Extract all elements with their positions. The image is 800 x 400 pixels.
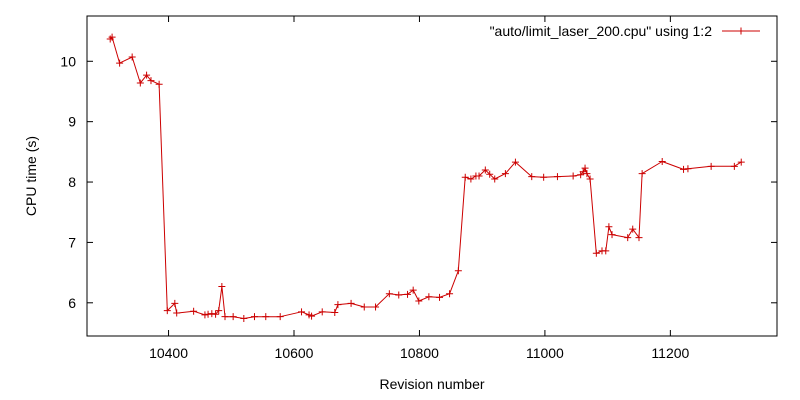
data-point [635,234,643,242]
data-point [171,299,179,307]
y-tick-label: 6 [68,295,76,311]
data-point [680,165,688,173]
data-point [454,267,462,275]
data-point [229,313,237,321]
data-point [331,308,339,316]
data-point [212,310,220,318]
x-tick-label: 11200 [651,345,689,361]
data-point [475,172,483,180]
x-axis-label: Revision number [379,376,484,392]
data-point [638,170,646,178]
data-point [569,172,577,180]
data-point [262,313,270,321]
data-point [583,170,591,178]
x-tick-label: 11000 [526,345,564,361]
legend-entry-label: "auto/limit_laser_200.cpu" using 1:2 [490,23,713,39]
data-point [347,299,355,307]
data-point [204,310,212,318]
data-point [308,312,316,320]
ticks-layer: 10400 10600 10800 11000 11200 6 7 8 9 10 [60,16,777,361]
data-point [461,173,469,181]
data-point [163,307,171,315]
data-point [624,234,632,242]
data-point [208,310,216,318]
data-point [334,301,342,309]
data-point [446,290,454,298]
x-tick-label: 10400 [149,345,188,361]
plot-frame [86,15,778,337]
data-point [415,297,423,305]
data-point [215,307,223,315]
data-point [201,311,209,319]
data-point [501,170,509,178]
legend: "auto/limit_laser_200.cpu" using 1:2 [490,23,760,39]
data-point [486,170,494,178]
data-point [360,303,368,311]
data-point [106,35,114,43]
data-point [629,225,637,233]
data-point [318,308,326,316]
data-point [586,175,594,183]
data-point [298,308,306,316]
data-point [218,282,226,290]
data-point [481,166,489,174]
data-point [540,173,548,181]
data-point [128,53,136,61]
y-tick-label: 9 [68,114,76,130]
data-point [730,162,738,170]
data-point [250,313,258,321]
y-tick-label: 7 [68,234,76,250]
data-point [372,303,380,311]
x-tick-label: 10800 [400,345,439,361]
data-point [173,309,181,317]
data-point [684,165,692,173]
data-point [116,59,124,67]
data-point [553,173,561,181]
data-point [467,175,475,183]
data-point [579,168,587,176]
series-line [109,36,742,319]
data-point [108,33,116,41]
data-point [436,293,444,301]
data-point [385,290,393,298]
data-point [404,290,412,298]
data-point [592,249,600,257]
y-axis-label: CPU time (s) [23,136,39,216]
data-point [511,158,519,166]
data-point [737,158,745,166]
data-point [155,80,163,88]
series-layer [106,33,745,322]
data-point [707,162,715,170]
data-point [528,173,536,181]
data-point [608,231,616,239]
data-point [605,223,613,231]
data-point [409,286,417,294]
data-point [221,313,229,321]
data-point [602,247,610,255]
data-point [276,313,284,321]
data-point [581,164,589,172]
data-point [240,314,248,322]
y-tick-label: 8 [68,174,76,190]
x-tick-label: 10600 [275,345,314,361]
data-point [395,291,403,299]
data-point [425,293,433,301]
data-point [136,79,144,87]
legend-marker-plus [737,27,745,35]
data-point [491,175,499,183]
legend-marker [737,27,745,35]
data-point [143,71,151,79]
data-point [658,158,666,166]
data-point [190,307,198,315]
y-tick-label: 10 [60,53,76,69]
data-point [147,77,155,85]
